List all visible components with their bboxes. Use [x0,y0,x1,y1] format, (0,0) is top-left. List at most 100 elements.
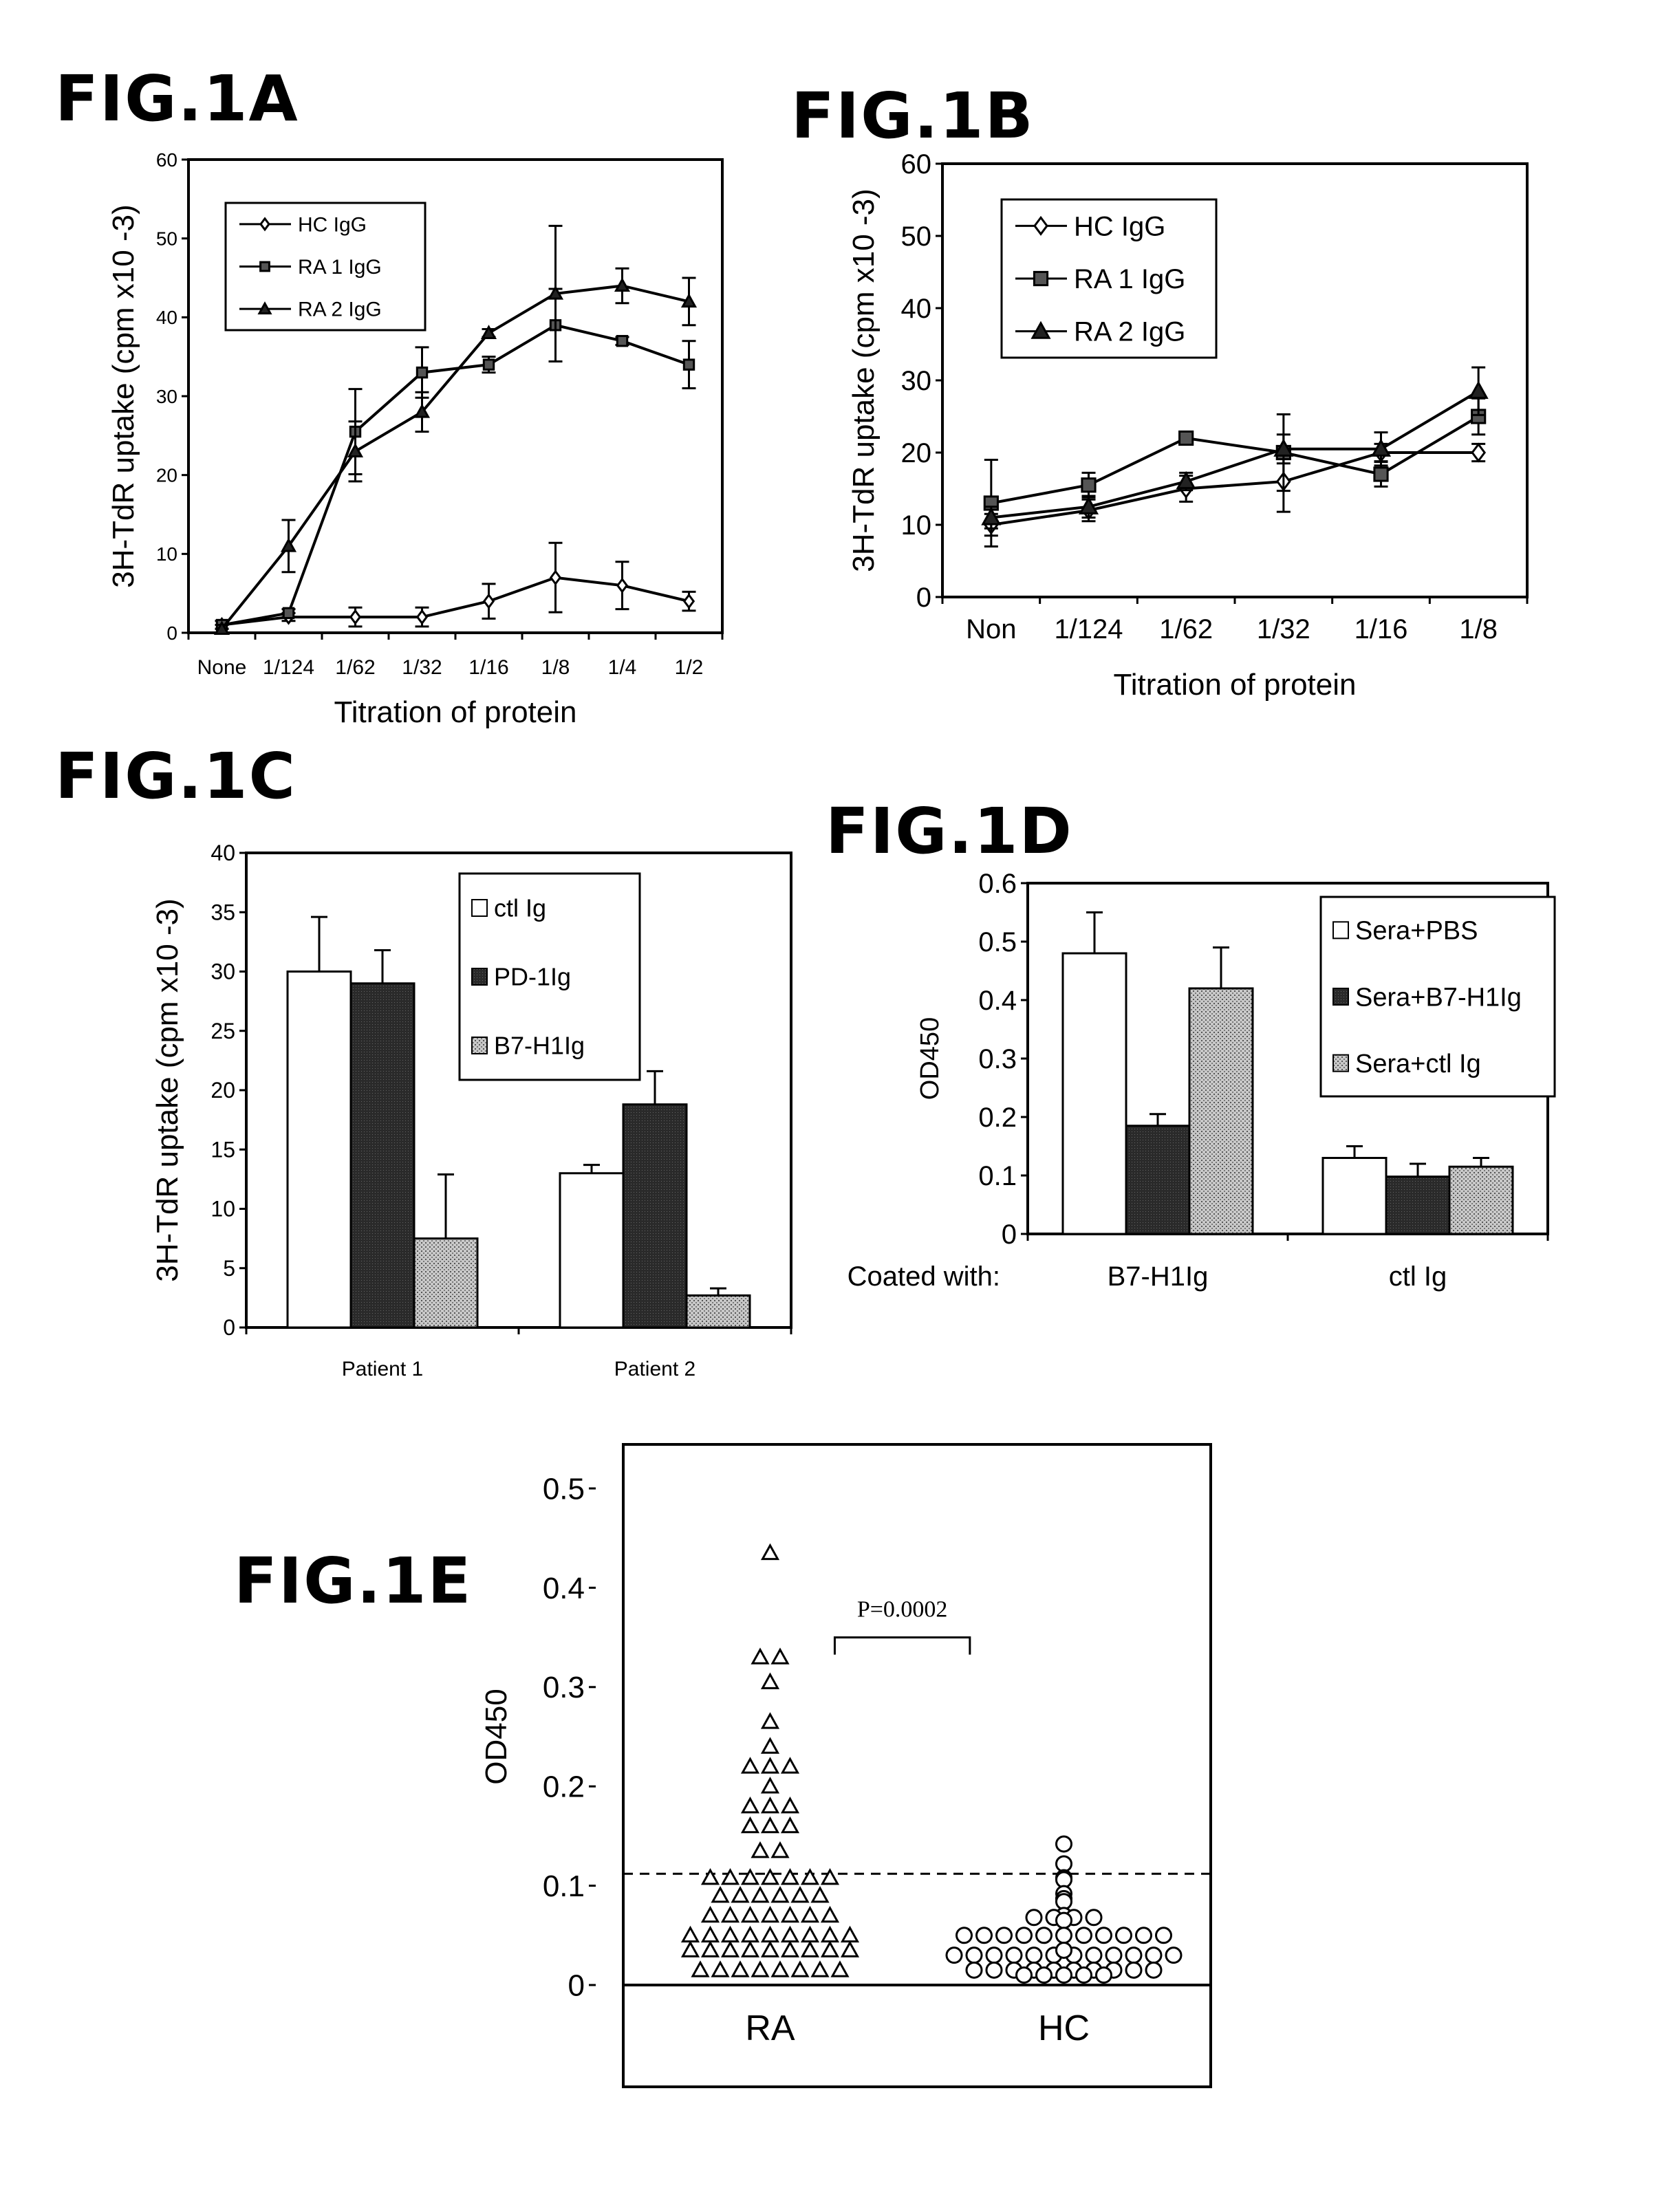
data-point [810,1885,830,1903]
data-point [1105,1947,1123,1964]
x-tick-label: 1/8 [1459,614,1498,644]
data-point [760,1672,780,1689]
data-point [1125,1961,1143,1979]
series-sera-ctl-ig [1188,946,1514,1235]
bar [1321,1157,1388,1235]
data-point [1176,470,1196,490]
y-tick-label: 10 [156,543,177,565]
data-point [549,570,562,586]
data-point [1095,1966,1112,1984]
y-tick-label: 10 [211,1197,235,1222]
y-axis-label: OD450 [479,1689,513,1784]
data-point [760,1543,780,1561]
y-tick-label: 20 [211,1078,235,1103]
x-tick-label: 1/32 [1257,614,1310,644]
x-tick-label: None [197,656,247,679]
data-point [770,1647,790,1665]
data-point [751,1647,770,1665]
data-point [1155,1927,1172,1944]
y-tick-label: 0.1 [543,1869,585,1903]
data-point [740,1796,760,1814]
y-tick-label: 0.5 [543,1472,585,1506]
data-point [751,1841,770,1858]
data-point [1025,1947,1043,1964]
legend-label: B7-H1Ig [494,1032,585,1060]
data-point [790,1885,810,1903]
y-tick-label: 0.1 [978,1161,1017,1191]
data-point [282,607,295,620]
y-axis-label: OD450 [916,1017,945,1100]
y-axis-label: 3H-TdR uptake (cpm x10 -3) [107,204,140,588]
data-point [413,403,431,418]
y-tick-label: 0.6 [978,869,1017,899]
data-point [1078,496,1099,514]
figure-label: FIG.1C [55,739,296,813]
y-tick-label: 0.5 [978,927,1017,957]
x-tick-label: 1/16 [468,656,508,679]
x-tick-label: 1/62 [335,656,375,679]
data-point [740,1816,760,1834]
series-line [222,323,690,627]
y-tick-label: 30 [901,366,932,396]
y-tick-label: 50 [156,228,177,249]
data-point [1035,1966,1053,1984]
data-point [680,293,698,308]
data-point [820,1925,840,1943]
y-tick-label: 0 [568,1969,585,2002]
data-point [1075,1927,1092,1944]
figure-label: FIG.1E [234,1544,472,1618]
data-point [682,593,695,609]
data-point [760,1816,780,1834]
figure-label: FIG.1A [55,62,299,135]
data-point [800,1867,820,1885]
data-point [840,1925,860,1943]
data-point [1165,1947,1183,1964]
x-tick-label: Patient 2 [614,1358,695,1380]
data-point [740,1905,760,1923]
data-point [1055,1966,1072,1984]
plot-frame [622,1443,1212,2088]
data-point [770,1841,790,1858]
legend-swatch [471,1037,488,1054]
y-tick-label: 0 [916,583,931,613]
y-tick-label: 0.4 [978,986,1017,1016]
y-tick-label: 30 [211,959,235,984]
figure-label: FIG.1D [825,794,1073,868]
data-point [1025,1909,1043,1927]
data-point [347,443,364,457]
data-point [680,1925,700,1943]
data-point [482,358,495,371]
data-point [790,1960,810,1977]
data-point [731,1960,750,1977]
data-point [1081,477,1097,493]
legend-swatch [1332,988,1349,1006]
y-tick-label: 40 [901,294,932,324]
data-point [760,1867,780,1885]
x-tick-label: B7-H1Ig [1108,1261,1209,1292]
x-tick-label: ctl Ig [1389,1261,1447,1292]
data-point [740,1757,760,1774]
data-point [780,1940,800,1958]
data-point [751,1960,770,1977]
data-point [840,1940,860,1958]
series-line [222,576,689,627]
x-tick-label: Non [966,614,1016,644]
data-point [760,1712,780,1729]
data-point [416,609,429,625]
data-point [1145,1961,1163,1979]
data-point [820,1867,840,1885]
legend: HC IgG RA 1 IgG RA 2 IgG [1000,198,1218,359]
bar [1061,952,1127,1235]
data-point [1135,1927,1152,1944]
data-point [965,1947,983,1964]
chart-1a: FIG.1A 0 10 20 30 40 50 60 3H-TdR uptake (cpm x1… [55,62,724,729]
data-point [1085,1947,1103,1964]
data-point [780,1867,800,1885]
y-tick-label: 10 [901,510,932,541]
data-point [770,1960,790,1977]
y-tick-label: 35 [211,900,235,924]
data-point [740,1940,760,1958]
legend: HC IgG RA 1 IgG RA 2 IgG [224,202,427,332]
x-axis-label: Titration of protein [334,695,577,729]
